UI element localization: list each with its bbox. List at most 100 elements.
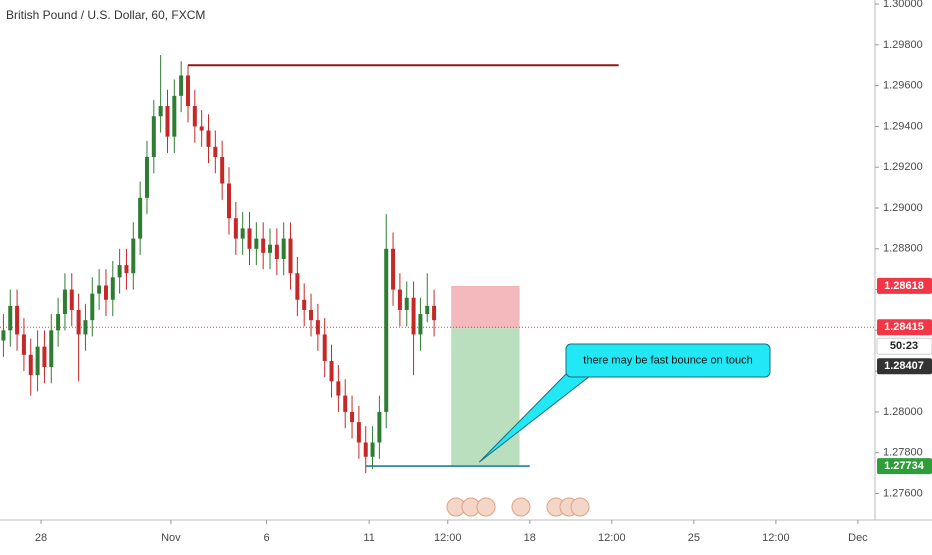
candle-body <box>76 309 81 335</box>
candle-body <box>199 126 204 131</box>
x-tick-label: 18 <box>524 532 536 544</box>
candle-body <box>62 289 67 315</box>
candle-body <box>110 277 115 300</box>
candle-body <box>288 238 293 274</box>
background-layer <box>451 285 520 467</box>
y-tick-label: 1.27800 <box>883 447 923 459</box>
stop-zone <box>451 285 520 329</box>
candle-body <box>185 75 190 107</box>
candle-body <box>179 75 184 96</box>
bid-price-label: 1.28407 <box>884 360 924 372</box>
candle-body <box>172 95 177 137</box>
candle-body <box>432 305 437 321</box>
bid-price-label-bg <box>877 358 932 375</box>
x-tick-label: 12:00 <box>762 532 790 544</box>
candle-body <box>8 305 13 331</box>
candle-body <box>274 244 279 259</box>
candle-body <box>103 285 108 300</box>
callout-box <box>565 343 771 378</box>
candle-body <box>165 106 170 137</box>
y-tick-label: 1.29000 <box>883 202 923 214</box>
y-tick-label: 1.29800 <box>883 39 923 51</box>
candle-body <box>15 305 20 335</box>
x-tick-label: 25 <box>688 532 700 544</box>
candle-body <box>124 265 129 274</box>
y-tick-label: 1.29200 <box>883 161 923 173</box>
candle-body <box>309 309 314 321</box>
candle-body <box>117 265 122 278</box>
y-tick-label: 1.30000 <box>883 0 923 10</box>
candle-body <box>56 314 61 331</box>
candle-body <box>158 106 163 117</box>
candle-body <box>220 157 225 184</box>
candle-body <box>69 289 74 310</box>
y-tick-label: 1.28800 <box>883 243 923 255</box>
candle-body <box>138 197 143 239</box>
candle-body <box>302 299 307 310</box>
countdown-bg <box>876 337 932 355</box>
candle-body <box>192 106 197 127</box>
candle-body <box>425 305 430 315</box>
candle-body <box>356 422 361 443</box>
target-price-label-bg <box>877 458 932 475</box>
candle-body <box>391 248 396 290</box>
candle-body <box>97 285 102 294</box>
candle-body <box>28 354 33 376</box>
candle-body <box>42 346 47 368</box>
x-tick-label: 12:00 <box>598 532 626 544</box>
target-zone <box>451 328 520 467</box>
candle-body <box>21 334 26 355</box>
candle-body <box>213 146 218 158</box>
event-icons <box>446 497 590 517</box>
candle-body <box>363 442 368 457</box>
candle-body <box>35 346 40 376</box>
candle-body <box>144 157 149 198</box>
last-price-label: 1.28415 <box>884 321 924 333</box>
y-tick-label: 1.28000 <box>883 406 923 418</box>
candle-body <box>418 314 423 335</box>
stop-price-label-bg <box>877 277 932 294</box>
candle-body <box>411 297 416 335</box>
candle-body <box>206 130 211 147</box>
candle-body <box>1 330 6 341</box>
candle-body <box>254 238 259 249</box>
y-tick-label: 1.29400 <box>883 120 923 132</box>
candle-body <box>384 248 389 412</box>
candle-body <box>281 238 286 259</box>
candle-body <box>83 320 88 335</box>
candle-body <box>377 411 382 443</box>
x-tick-label: 11 <box>363 532 374 544</box>
candle-body <box>227 183 232 219</box>
candle-body <box>315 320 320 335</box>
candle-body <box>268 244 273 253</box>
x-tick-label: Dec <box>848 532 868 544</box>
chart-title: British Pound / U.S. Dollar, 60, FXCM <box>6 8 205 22</box>
candle-body <box>404 297 409 310</box>
candle-body <box>151 116 156 158</box>
y-tick-label: 1.27600 <box>883 487 923 499</box>
candle-body <box>336 381 341 396</box>
candle-body <box>343 395 348 412</box>
x-tick-label: 6 <box>264 532 270 544</box>
event-icon <box>570 497 590 517</box>
candle-body <box>233 218 238 239</box>
x-tick-label: 28 <box>35 532 47 544</box>
candle-body <box>370 442 375 457</box>
candle-body <box>131 238 136 274</box>
countdown: 50:23 <box>890 340 918 352</box>
candle-body <box>329 360 334 382</box>
y-tick-label: 1.29600 <box>883 80 923 92</box>
x-tick-label: Nov <box>161 532 181 544</box>
last-price-label-bg <box>877 319 932 336</box>
x-tick-label: 12:00 <box>434 532 462 544</box>
candle-body <box>397 289 402 310</box>
candle-body <box>49 330 54 368</box>
candle-body <box>247 228 252 249</box>
target-price-label: 1.27734 <box>884 460 925 472</box>
candle-body <box>240 228 245 239</box>
stop-price-label: 1.28618 <box>884 280 924 292</box>
callout-text: there may be fast bounce on touch <box>583 354 752 366</box>
event-icon <box>511 497 531 517</box>
